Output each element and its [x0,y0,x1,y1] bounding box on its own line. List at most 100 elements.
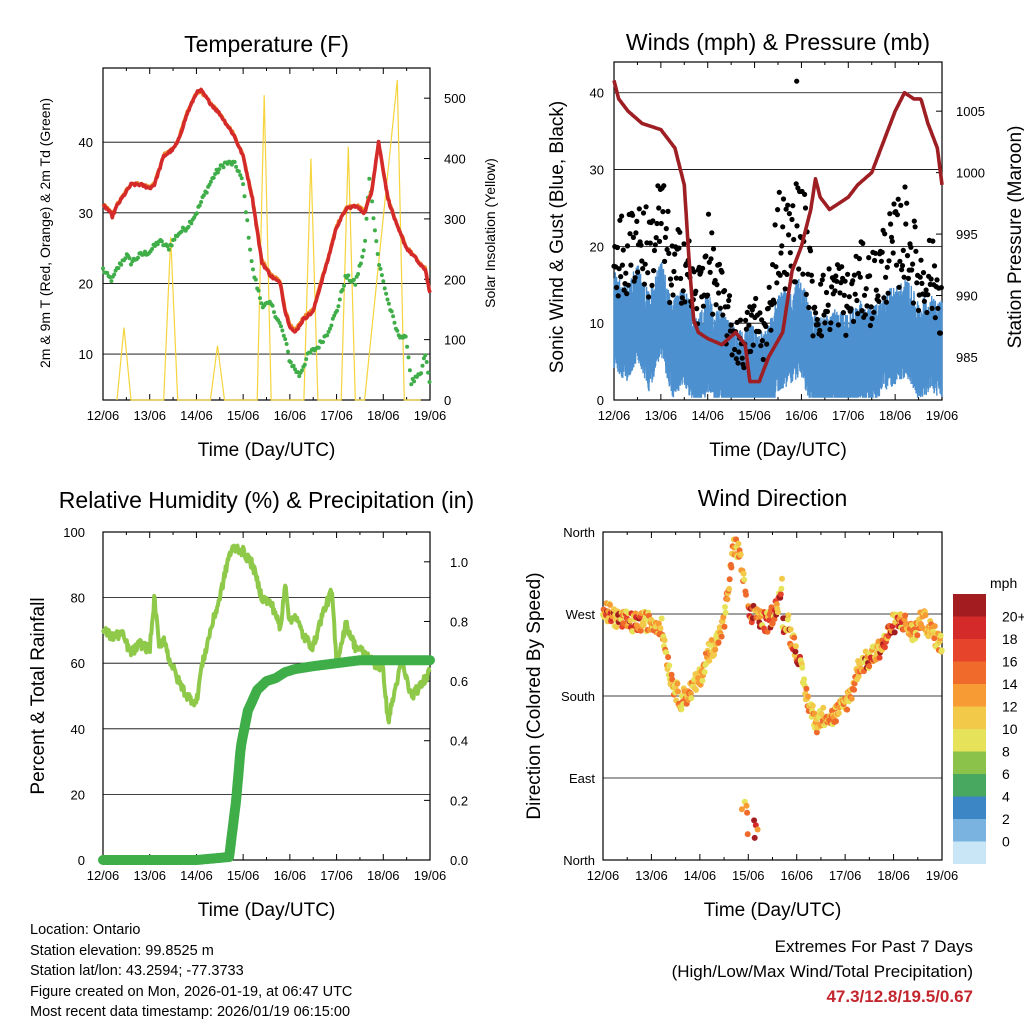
x-tick-label: 15/06 [227,868,260,883]
x-tick-label: 12/06 [87,868,120,883]
gust-point [785,202,791,208]
gust-point [925,292,931,298]
dewpoint-point [217,167,222,172]
gust-point [714,282,720,288]
gust-point [837,290,843,296]
gust-point [863,286,869,292]
gust-point [790,203,796,209]
gust-point [694,306,700,312]
x-tick-label: 14/06 [180,868,213,883]
gust-point [635,269,641,275]
direction-point [931,635,938,642]
gust-point [883,274,889,280]
gust-point [794,223,800,229]
gust-point [653,235,659,241]
dewpoint-point [297,374,302,379]
dewpoint-point [304,357,309,362]
gust-point [771,300,777,306]
station-location: Location: Ontario [30,922,141,938]
gust-point [935,305,941,311]
gust-point [868,304,874,310]
dewpoint-point [242,194,247,199]
gust-point [923,287,929,293]
gust-point [619,213,625,219]
gust-series [611,78,944,371]
colorbar-label: 14 [1002,676,1018,692]
gust-point [813,310,819,316]
direction-point [629,628,636,635]
direction-point [925,633,932,640]
dewpoint-point [386,301,391,306]
gust-point [716,261,723,267]
dewpoint-point [272,310,276,315]
direction-point [937,632,944,639]
gust-point [848,306,854,312]
dewpoint-point [353,282,358,287]
direction-point [607,601,613,608]
dewpoint-point [367,176,372,181]
gust-point [913,248,919,254]
gust-point [661,183,667,189]
gust-point [700,265,706,271]
y-tick-label: 40 [590,86,604,101]
dewpoint-point [215,170,220,175]
dewpoint-point [427,380,432,384]
dewpoint-point [246,235,251,240]
gust-point [645,270,651,276]
dewpoint-point [123,256,128,261]
direction-point [720,614,727,621]
gust-point [620,247,626,253]
gust-point [664,246,670,253]
y2-axis-label: Solar Insolation (Yellow) [482,158,498,308]
dewpoint-point [281,333,286,338]
y2-tick-label: 0.8 [450,614,468,629]
gust-point [872,250,879,256]
gust-point [772,222,778,228]
y-axis-label: Sonic Wind & Gust (Blue, Black) [547,101,568,373]
gust-point [776,189,782,195]
x-tick-label: 17/06 [320,408,353,423]
gust-point [919,280,925,286]
colorbar-label: 10 [1002,721,1018,737]
gust-point [775,207,781,213]
dewpoint-point [136,255,140,260]
gust-point [832,288,838,294]
x-axis-label: Time (Day/UTC) [709,440,847,461]
y-tick-label: 40 [71,722,85,737]
dewpoint-point [143,249,147,254]
gust-point [783,206,789,212]
gust-point [893,262,900,268]
dewpoint-point [316,345,321,350]
direction-point [735,540,742,547]
total-precipitation-line [98,655,435,865]
dewpoint-point [419,371,424,376]
gust-point [838,280,844,286]
y-tick-label: 30 [590,163,604,178]
max-gust-point [794,78,800,84]
gust-point [650,218,656,224]
dewpoint-point [409,382,414,387]
direction-point [674,680,681,687]
gust-point [882,231,888,237]
y-tick-label: 10 [590,316,604,331]
station-latlon: Station lat/lon: 43.2594; -77.3733 [30,963,244,979]
colorbar-title: mph [990,575,1017,591]
gust-point [705,211,712,217]
recent-timestamp: Most recent data timestamp: 2026/01/19 0… [30,1004,351,1020]
gust-point [652,242,658,248]
dewpoint-point [426,370,431,375]
gust-point [930,238,936,244]
gust-point [864,303,870,309]
dewpoint-point [384,291,389,296]
dewpoint-point [251,267,255,272]
x-tick-label: 12/06 [598,408,631,423]
gust-point [647,240,653,246]
temperature-2m-line [101,87,432,334]
gust-point [782,286,788,292]
dewpoint-point [326,329,331,334]
dewpoint-point [159,239,164,244]
gust-point [862,312,868,318]
gust-point [638,242,644,248]
dewpoint-point [356,272,361,276]
gust-point [651,268,657,274]
